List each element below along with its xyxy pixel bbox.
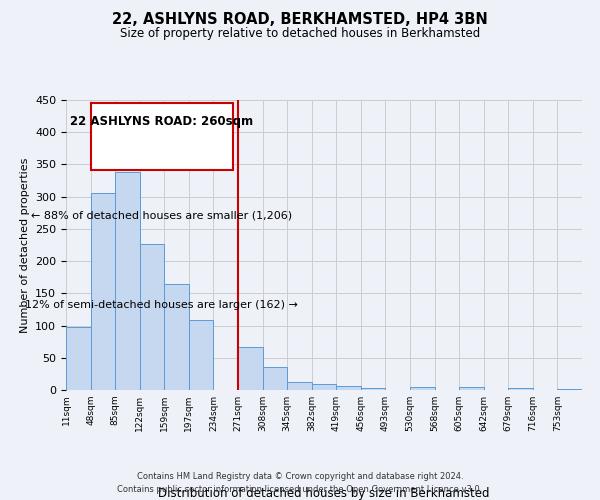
- Bar: [312, 384, 336, 390]
- Bar: [115, 172, 140, 390]
- Bar: [410, 388, 434, 390]
- Text: Contains HM Land Registry data © Crown copyright and database right 2024.: Contains HM Land Registry data © Crown c…: [137, 472, 463, 481]
- Bar: [557, 388, 582, 390]
- Text: Contains public sector information licensed under the Open Government Licence v3: Contains public sector information licen…: [118, 485, 482, 494]
- Bar: [140, 244, 164, 390]
- Bar: [189, 320, 214, 390]
- Bar: [66, 328, 91, 390]
- Bar: [238, 348, 263, 390]
- Text: 12% of semi-detached houses are larger (162) →: 12% of semi-detached houses are larger (…: [25, 300, 298, 310]
- Bar: [263, 368, 287, 390]
- Bar: [459, 388, 484, 390]
- Y-axis label: Number of detached properties: Number of detached properties: [20, 158, 29, 332]
- Text: Size of property relative to detached houses in Berkhamsted: Size of property relative to detached ho…: [120, 28, 480, 40]
- Text: ← 88% of detached houses are smaller (1,206): ← 88% of detached houses are smaller (1,…: [31, 210, 292, 220]
- FancyBboxPatch shape: [91, 103, 233, 170]
- X-axis label: Distribution of detached houses by size in Berkhamsted: Distribution of detached houses by size …: [158, 487, 490, 500]
- Bar: [287, 382, 312, 390]
- Bar: [508, 388, 533, 390]
- Bar: [336, 386, 361, 390]
- Bar: [91, 194, 115, 390]
- Bar: [361, 388, 385, 390]
- Text: 22, ASHLYNS ROAD, BERKHAMSTED, HP4 3BN: 22, ASHLYNS ROAD, BERKHAMSTED, HP4 3BN: [112, 12, 488, 28]
- Bar: [164, 284, 189, 390]
- Text: 22 ASHLYNS ROAD: 260sqm: 22 ASHLYNS ROAD: 260sqm: [70, 114, 253, 128]
